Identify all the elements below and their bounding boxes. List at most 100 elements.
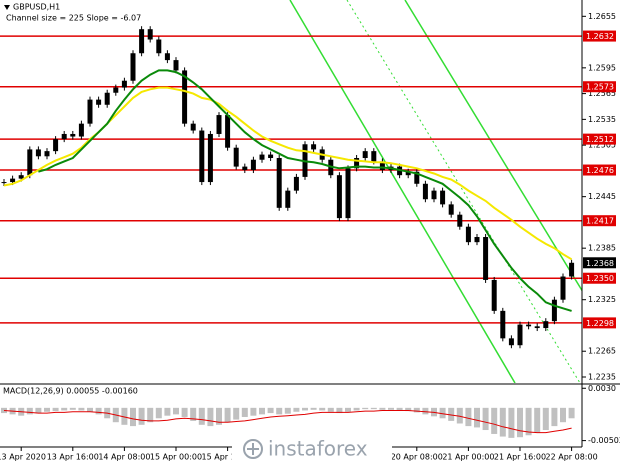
chart-title: GBPUSD,H1	[13, 3, 60, 12]
macd-bar	[61, 407, 68, 411]
watermark-logo	[247, 443, 259, 455]
x-tick-label: 15 Apr 00:00	[150, 453, 202, 462]
macd-bar	[26, 407, 33, 415]
level-tag	[583, 133, 616, 145]
macd-bar	[319, 407, 326, 411]
macd-bar	[525, 407, 532, 436]
level-tag	[583, 317, 616, 329]
x-tick-label: 13 Apr 16:00	[47, 453, 99, 462]
macd-bar	[499, 407, 506, 437]
channel-line	[289, 0, 516, 383]
signal-line	[3, 410, 572, 434]
y-tick-label: -0.00502	[588, 436, 620, 445]
macd-bar	[44, 407, 50, 412]
macd-bar	[379, 407, 386, 410]
watermark-text: instaforex	[268, 437, 368, 461]
macd-bar	[353, 407, 360, 411]
macd-bar	[534, 407, 541, 433]
macd-bar	[551, 407, 558, 427]
y-tick-label: 1.2505	[588, 141, 616, 150]
x-tick-label: 15 Apr 16:00	[202, 453, 254, 462]
x-tick-label: 21 Apr 00:00	[442, 453, 494, 462]
y-tick-label: 1.2385	[588, 244, 616, 253]
level-label: 1.2573	[586, 83, 614, 92]
macd-bar	[474, 407, 480, 428]
x-tick-label: 14 Apr 08:00	[98, 453, 150, 462]
macd-bar	[250, 407, 257, 416]
macd-bar	[52, 407, 59, 412]
macd-bar	[336, 407, 343, 414]
level-label: 1.2476	[586, 166, 614, 175]
macd-bar	[69, 407, 76, 410]
macd-bar	[542, 407, 549, 431]
macd-bar	[422, 407, 429, 415]
macd-bar	[164, 407, 171, 416]
chart-subtitle: Channel size = 225 Slope = -6.07	[6, 14, 141, 23]
macd-bar	[78, 407, 85, 411]
x-tick-label: 13 Apr 2020	[0, 453, 46, 462]
channel	[289, 0, 582, 383]
macd-bar	[147, 407, 154, 423]
y-tick-label: 1.2655	[588, 12, 616, 21]
macd-bar	[233, 407, 240, 420]
moving-average	[38, 69, 572, 312]
macd-bar	[439, 407, 446, 419]
macd-bar	[173, 407, 179, 415]
macd-bar	[87, 407, 93, 412]
macd-bar	[181, 407, 188, 417]
y-tick-label: 1.2535	[588, 115, 616, 124]
x-tick-label: 20 Apr 08:00	[391, 453, 443, 462]
level-tag	[583, 81, 616, 93]
macd-bar	[198, 407, 205, 425]
macd-bar	[388, 407, 394, 410]
macd-bar	[560, 407, 566, 423]
y-tick-label: 1.2325	[588, 295, 616, 304]
macd-bar	[482, 407, 489, 431]
macd-bar	[216, 407, 222, 425]
last-price-tag	[583, 257, 616, 269]
macd-bar	[1, 407, 7, 414]
last-price-label: 1.2368	[586, 259, 614, 268]
level-label: 1.2298	[586, 319, 614, 328]
y-tick-label: 1.2265	[588, 347, 616, 356]
y-tick-label: 1.2235	[588, 372, 616, 381]
macd-bar	[405, 407, 412, 412]
macd-bar	[465, 407, 472, 427]
macd-bar	[413, 407, 420, 413]
macd-bar	[568, 407, 575, 419]
macd-bar	[130, 407, 136, 427]
macd-bar	[241, 407, 248, 417]
macd-bar	[155, 407, 162, 419]
y-tick-label: 1.2445	[588, 192, 616, 201]
macd-bar	[207, 407, 214, 427]
macd-bar	[448, 407, 455, 421]
watermark: instaforex	[232, 434, 392, 465]
y-tick-label: 1.2595	[588, 63, 616, 72]
level-tag	[583, 30, 616, 42]
watermark-logo	[243, 439, 263, 459]
level-label: 1.2632	[586, 32, 614, 41]
level-tag	[583, 164, 616, 176]
macd-bar	[302, 407, 308, 411]
channel-line	[404, 0, 582, 292]
macd-bar	[396, 407, 403, 411]
macd-bar	[310, 407, 317, 410]
macd-bar	[276, 407, 283, 415]
level-tag	[583, 215, 616, 227]
macd-bar	[224, 407, 231, 423]
macd-bar	[259, 407, 265, 415]
macd-bar	[362, 407, 369, 410]
level-label: 1.2512	[586, 135, 614, 144]
macd-bar	[370, 407, 377, 410]
y-tick-label: 1.2565	[588, 89, 616, 98]
macd-bar	[121, 407, 128, 425]
macd-bar	[517, 407, 523, 438]
level-label: 1.2417	[586, 217, 614, 226]
menu-arrow	[4, 5, 10, 10]
macd-title: MACD(12,26,9) 0.00055 -0.00160	[3, 387, 138, 396]
macd-bar	[95, 407, 102, 415]
macd-bar	[190, 407, 197, 421]
